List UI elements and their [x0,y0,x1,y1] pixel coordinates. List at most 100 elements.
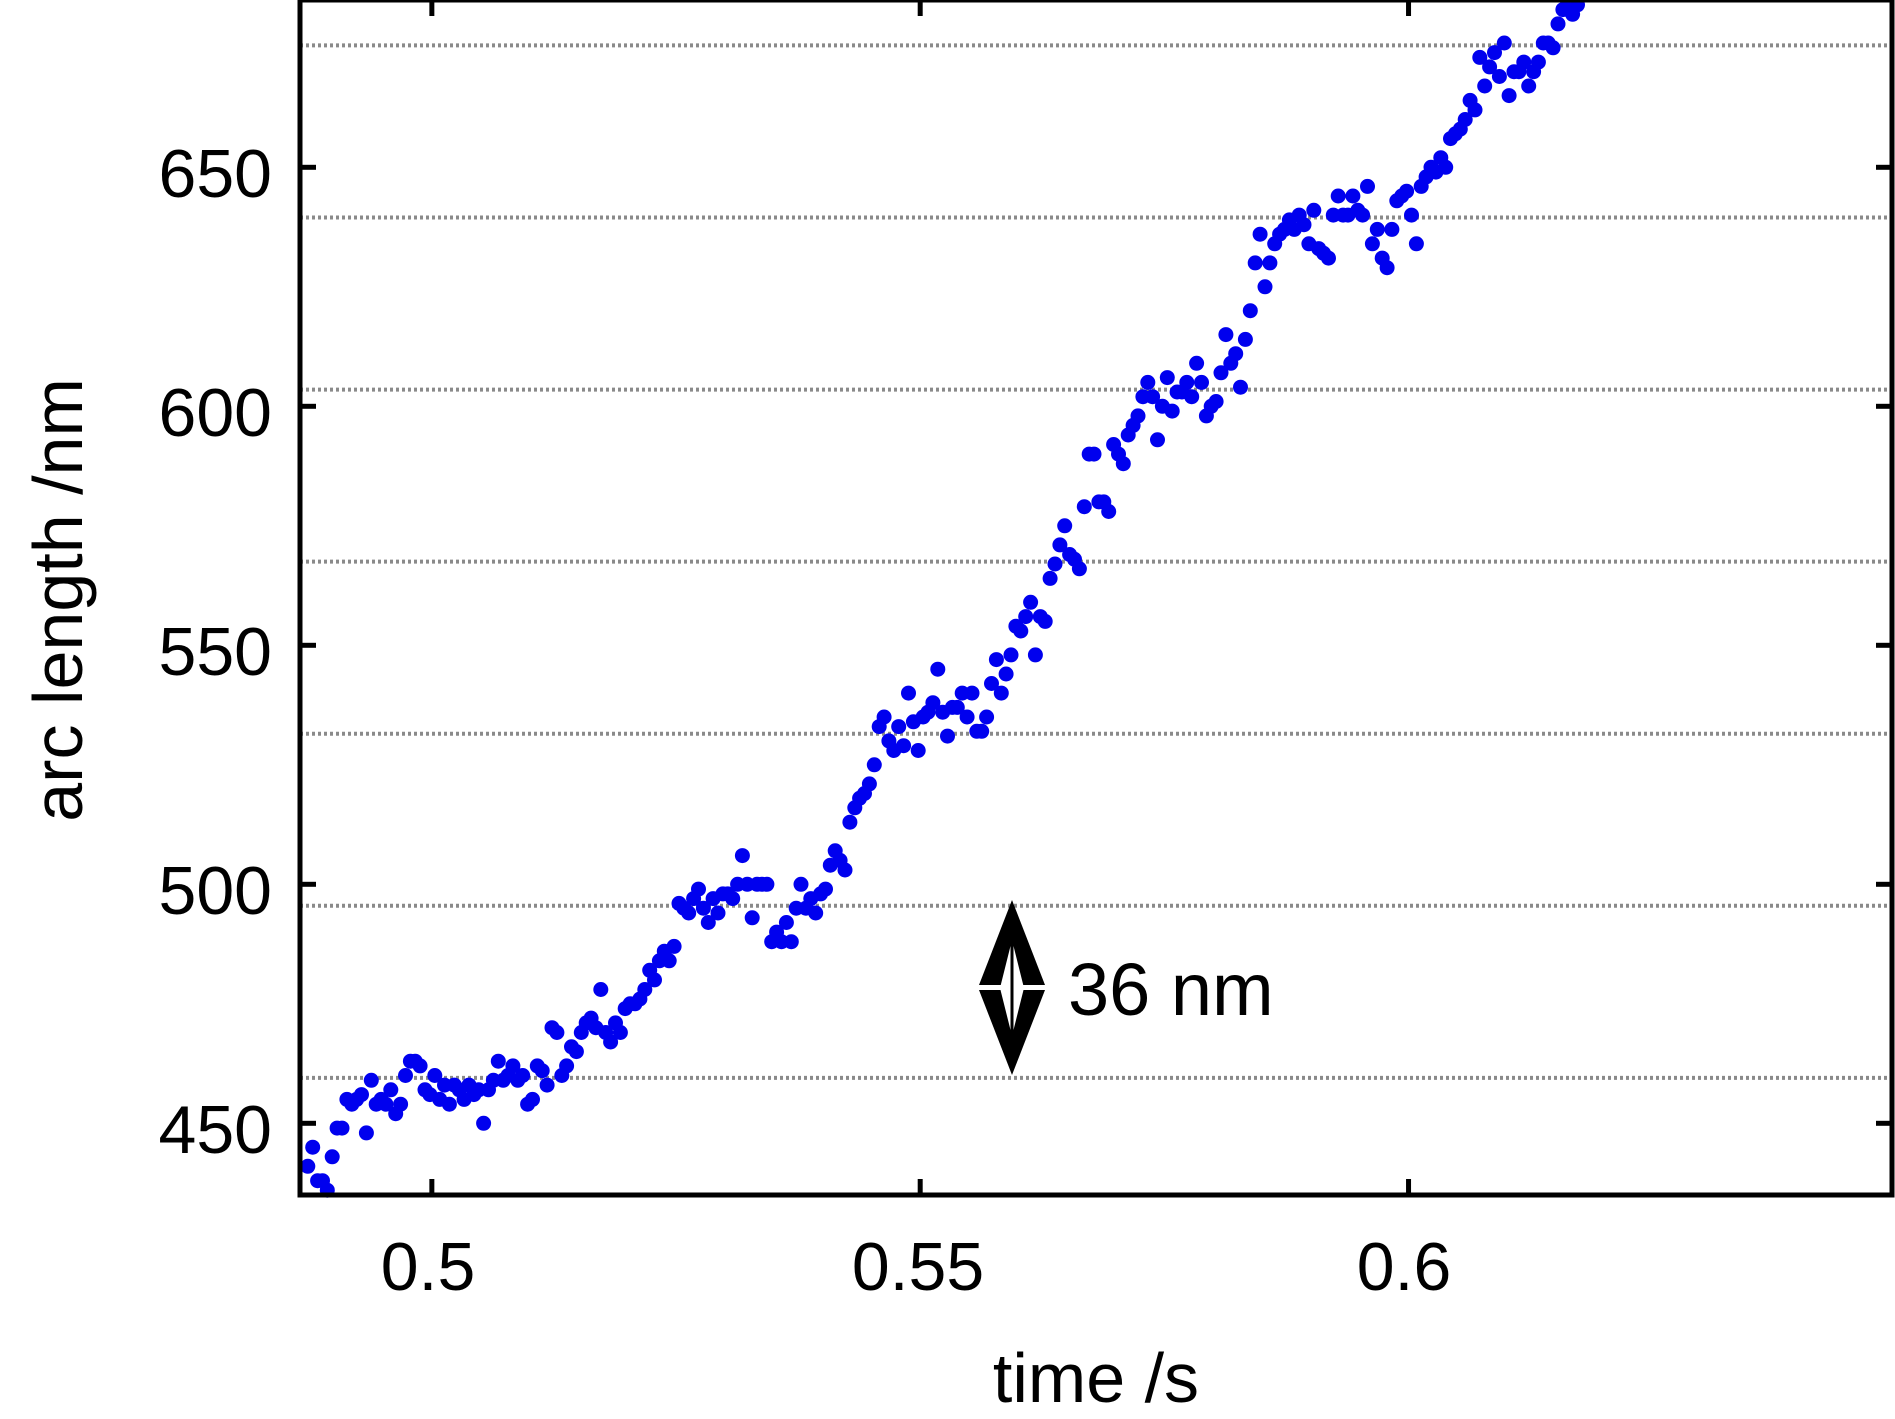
data-point [1491,69,1507,84]
data-point [412,1058,428,1074]
data-point [1496,35,1512,51]
data-point [979,709,995,725]
data-point [358,1125,374,1141]
data-point [476,1115,492,1131]
data-point [1457,112,1473,127]
data-point [1242,303,1258,319]
data-point [305,1139,321,1155]
x-axis-label: time /s [993,1339,1199,1417]
data-point [1228,346,1244,362]
data-point [1472,49,1488,65]
data-point [818,881,833,897]
data-point [1184,389,1200,405]
data-point [1233,379,1248,395]
data-point [891,719,907,735]
data-point [925,695,941,711]
data-point [1071,561,1087,577]
data-point [1037,613,1053,629]
x-tick-label: 0.55 [852,1229,984,1305]
data-point [393,1096,409,1112]
data-point [842,814,858,830]
data-point [1130,408,1146,424]
data-point [1150,432,1165,448]
data-point [505,1058,521,1074]
data-point [808,905,824,921]
data-point [1487,45,1502,61]
data-point [783,934,799,950]
data-point [710,905,726,921]
data-point [1477,78,1493,94]
y-tick-label: 500 [159,853,272,929]
data-point [1360,178,1375,194]
data-point [398,1068,413,1083]
data-point [603,1034,619,1050]
data-point [1052,537,1068,553]
data-point [334,1120,350,1136]
data-point [1101,504,1117,519]
data-point [490,1053,506,1069]
data-point [1296,217,1312,233]
data-point [1164,403,1180,419]
data-point [354,1087,369,1103]
data-point [378,1096,394,1112]
data-point [525,1091,540,1107]
data-point [637,982,653,997]
data-point [441,1096,457,1112]
data-point [1257,279,1273,295]
scale-annotation-label: 36 nm [1068,948,1274,1031]
data-point [940,728,955,744]
data-point [1262,255,1278,271]
data-point [363,1072,379,1088]
data-point [1213,365,1229,381]
data-point [1345,188,1361,204]
data-point [1018,609,1034,625]
data-point [1521,78,1537,94]
data-point [930,661,946,677]
data-point [1408,236,1424,252]
data-point [612,1025,628,1040]
data-point [1086,446,1102,462]
plot-frame [297,0,1895,1198]
data-point [1252,226,1268,242]
data-point [1516,54,1532,70]
data-point [666,938,682,954]
data-point [998,666,1014,682]
data-point [427,1068,443,1083]
data-point [1057,518,1073,534]
data-point [1218,327,1234,343]
data-point [1438,159,1454,175]
data-point [1145,389,1161,405]
data-point [647,972,662,988]
data-point [1550,16,1566,32]
data-point [1047,556,1063,572]
data-point [1140,374,1156,390]
axis-ticks [300,0,1892,1195]
data-point [910,743,926,758]
data-point [1364,236,1380,252]
data-point [866,757,882,773]
y-tick-label: 550 [159,614,272,690]
data-point [681,905,697,921]
scale-arrow [979,900,1045,1075]
data-point [949,699,965,715]
data-point [964,685,980,701]
data-point [1023,594,1039,610]
data-point [1208,394,1224,409]
data-point [1237,331,1253,347]
data-point [300,1158,316,1174]
y-axis-label: arc length /nm [19,378,97,822]
data-point [568,1044,584,1060]
data-point [1321,250,1336,266]
data-point [1042,570,1058,586]
gridlines [300,43,1892,1080]
x-tick-label: 0.5 [381,1229,476,1305]
x-tick-label: 0.6 [1357,1229,1452,1305]
data-point [593,982,609,997]
y-tick-label: 450 [159,1092,272,1168]
data-point [661,953,677,969]
data-point [1194,374,1209,390]
data-point [1467,102,1483,118]
data-point [539,1077,555,1093]
y-tick-label: 600 [159,375,272,451]
data-point [383,1082,399,1098]
